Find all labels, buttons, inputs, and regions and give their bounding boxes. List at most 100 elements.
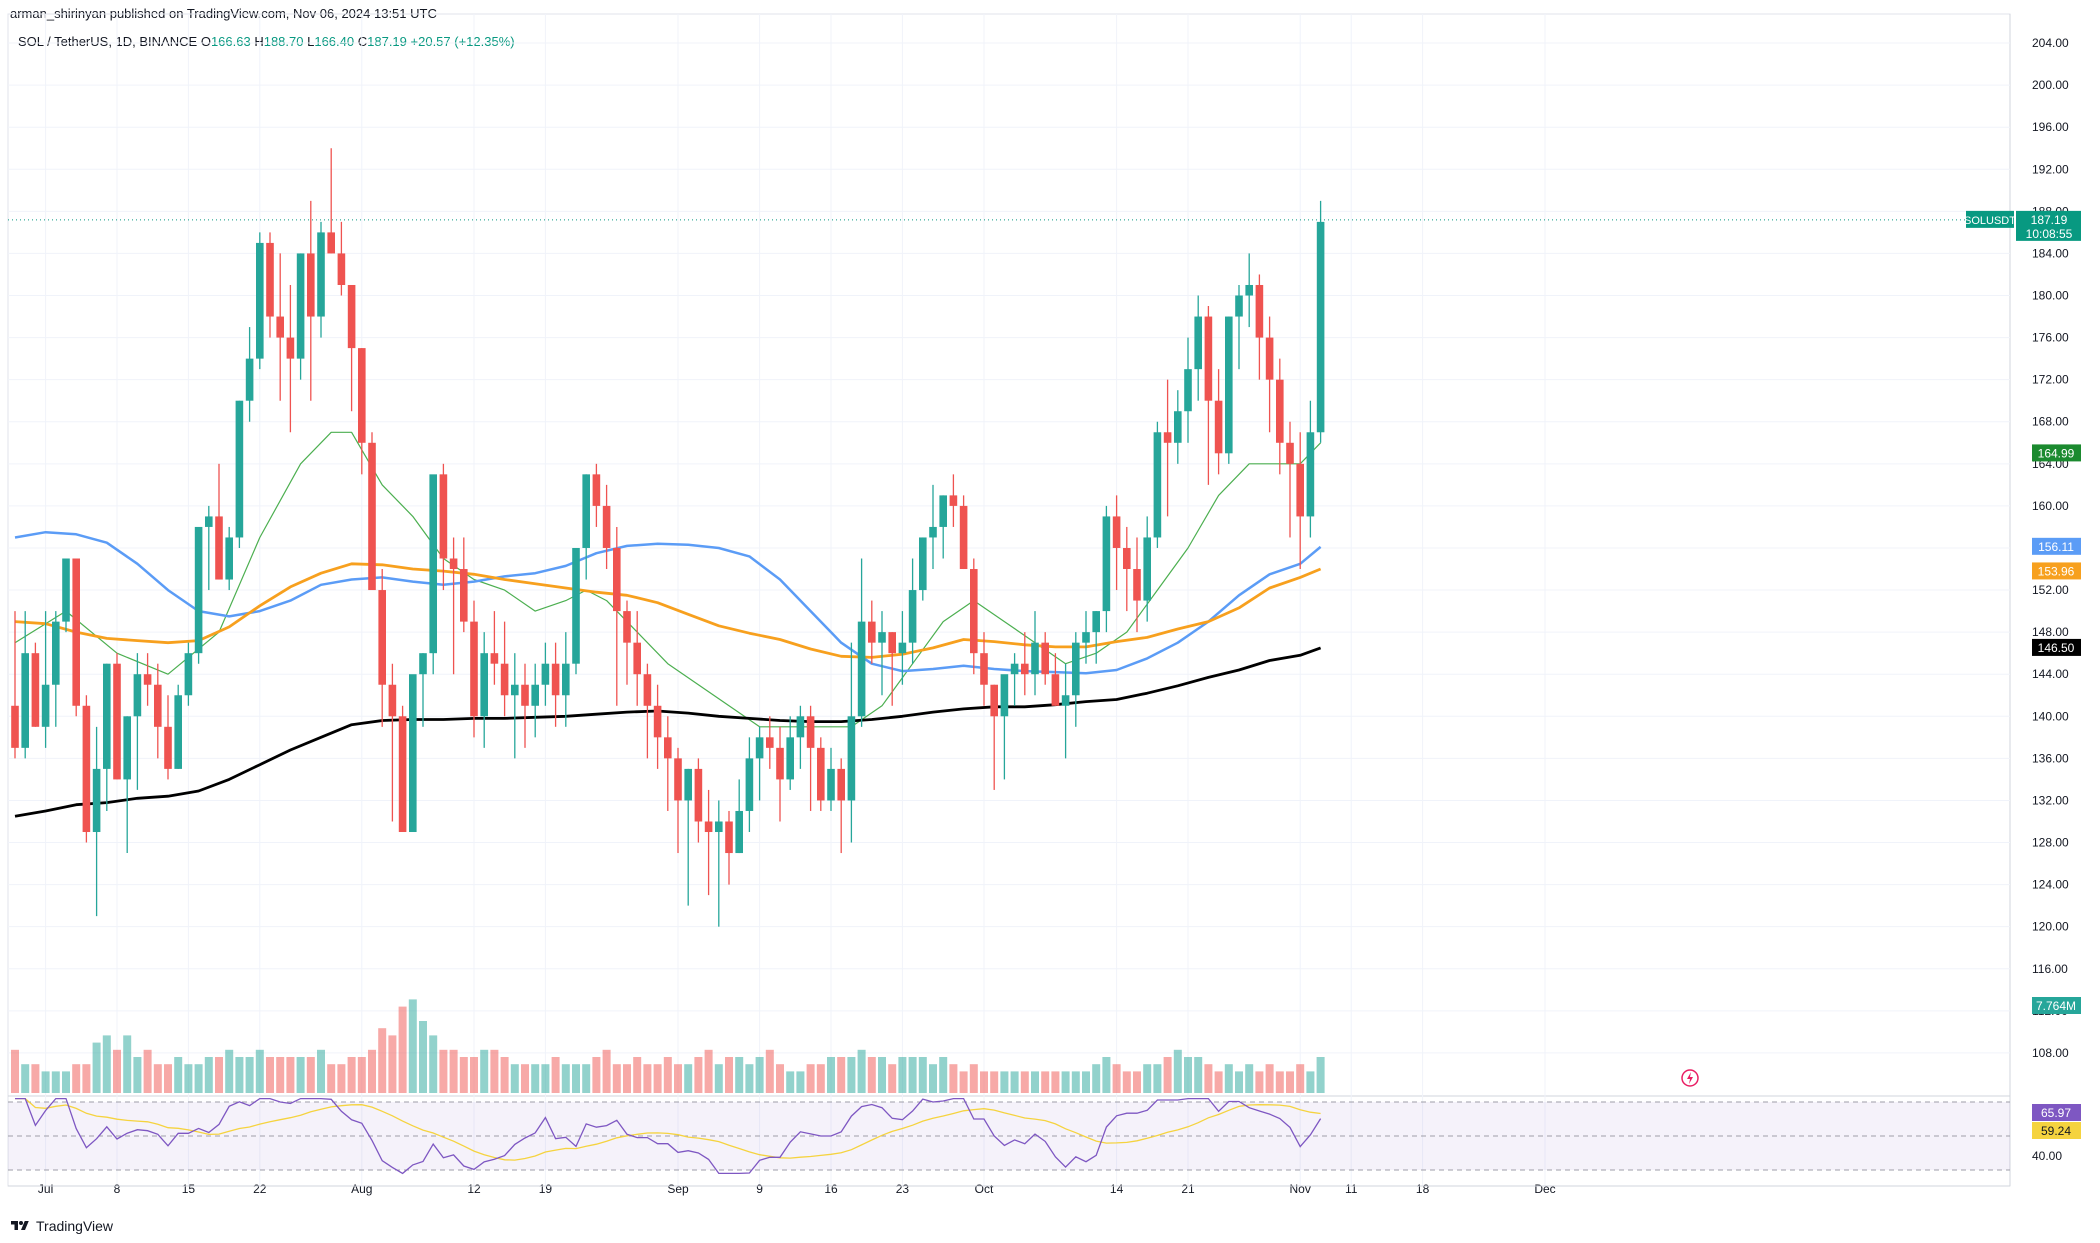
candle: [1092, 611, 1100, 664]
candle: [582, 474, 590, 580]
volume-bar: [174, 1057, 183, 1093]
volume-bar: [653, 1064, 662, 1093]
candle: [806, 705, 815, 811]
volume-bar: [368, 1049, 376, 1093]
candle-body: [623, 611, 631, 643]
price-tag-countdown: 10:08:55: [2026, 227, 2073, 241]
x-tick-label: 22: [253, 1182, 267, 1196]
volume-bar: [21, 1064, 30, 1093]
candle-body: [725, 821, 733, 854]
candle-body: [1133, 569, 1141, 601]
candle: [337, 221, 346, 296]
candle-body: [817, 747, 825, 801]
candle: [674, 747, 682, 854]
candle-body: [755, 737, 764, 759]
volume-bar: [725, 1057, 733, 1093]
tradingview-brand: TradingView: [36, 1218, 114, 1234]
candle: [41, 611, 50, 748]
candle: [868, 600, 876, 664]
volume-bar: [1153, 1064, 1162, 1093]
candle: [592, 463, 601, 527]
volume-bar: [1316, 1057, 1325, 1093]
volume-bar: [1122, 1071, 1131, 1093]
volume-bar: [31, 1064, 40, 1093]
candle-body: [184, 653, 193, 696]
candle-body: [154, 684, 162, 727]
candle: [205, 505, 213, 591]
volume-bar: [398, 1006, 407, 1093]
volume-bar: [1204, 1064, 1213, 1093]
candle: [939, 495, 947, 559]
candle-body: [1204, 316, 1213, 401]
candle: [11, 611, 19, 759]
event-marker-bolt: [1687, 1072, 1693, 1084]
event-marker-icon: [1681, 1069, 1699, 1087]
y-tick-label: 176.00: [2032, 331, 2069, 345]
tradingview-logo-icon: [11, 1221, 29, 1230]
candle: [929, 484, 937, 570]
volume-bar: [714, 1064, 723, 1093]
tradingview-branding[interactable]: TradingView: [10, 1218, 113, 1234]
price-tag: 153.96: [2032, 562, 2081, 580]
candle-body: [225, 537, 233, 580]
candle: [878, 611, 886, 696]
volume-bar: [776, 1064, 784, 1093]
volume-bar: [429, 1035, 438, 1093]
candle-body: [1245, 284, 1253, 296]
candle-body: [868, 621, 876, 643]
symbol-name[interactable]: SOL / TetherUS, 1D, BINANCE: [18, 34, 198, 49]
price-tag-bg: [2016, 210, 2081, 241]
volume-bar: [1071, 1071, 1080, 1093]
volume-bar: [255, 1049, 264, 1093]
candle: [1265, 316, 1274, 433]
candle-body: [480, 653, 488, 717]
candle-body: [1123, 547, 1131, 570]
candle-body: [837, 768, 845, 801]
volume-bar: [918, 1057, 927, 1093]
volume-bar: [480, 1049, 489, 1093]
symbol-tag-bg: [1966, 210, 2014, 228]
candle: [766, 716, 774, 769]
candle: [1214, 369, 1223, 475]
volume-bar: [490, 1049, 499, 1093]
candle: [888, 632, 896, 706]
candle: [500, 621, 509, 717]
candle: [704, 789, 713, 896]
y-tick-label: 140.00: [2032, 709, 2069, 723]
volume-bar: [908, 1057, 917, 1093]
candle-body: [358, 348, 366, 443]
volume-bar: [408, 999, 417, 1093]
candle-body: [470, 621, 478, 717]
candle-body: [1143, 537, 1151, 601]
volume-bar: [929, 1064, 937, 1093]
close-label: C: [357, 34, 368, 49]
candle-body: [82, 705, 91, 833]
volume-bar: [1010, 1071, 1019, 1093]
candle-body: [939, 495, 947, 527]
volume-bar: [531, 1064, 540, 1093]
candle-body: [735, 810, 743, 854]
rsi-tag-bg: [2032, 1104, 2081, 1121]
candle-body: [92, 768, 101, 833]
candle-body: [582, 474, 590, 548]
candle: [1235, 284, 1243, 370]
volume-bar: [1255, 1071, 1264, 1093]
volume-bar: [184, 1064, 193, 1093]
rsi-ma-line: [15, 1097, 1321, 1161]
volume-bar: [153, 1064, 162, 1093]
candle-body: [613, 547, 621, 612]
candle-body: [1214, 400, 1223, 454]
candle: [1102, 505, 1111, 633]
y-tick-label: 144.00: [2032, 667, 2069, 681]
volume-bar: [1051, 1071, 1060, 1093]
volume-bar: [102, 1035, 111, 1093]
candle: [541, 642, 550, 706]
candle-body: [1072, 642, 1080, 696]
candle-body: [490, 653, 499, 664]
candle-body: [1286, 442, 1294, 464]
candle: [1163, 379, 1172, 517]
volume-bar: [980, 1071, 988, 1093]
candle: [1072, 632, 1080, 727]
candle: [684, 768, 692, 906]
